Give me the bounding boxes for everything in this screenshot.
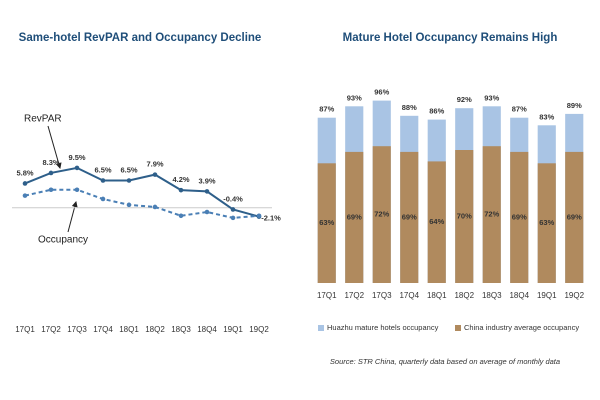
bar (455, 150, 474, 283)
data-label: 69% (347, 212, 362, 221)
bar (345, 151, 364, 283)
x-tick-label: 17Q2 (41, 325, 61, 334)
data-label: 89% (567, 101, 582, 110)
data-label: 8.3% (42, 158, 59, 167)
x-tick-label: 17Q4 (399, 291, 419, 300)
point (256, 213, 262, 219)
data-label: 69% (567, 212, 582, 221)
data-label: 93% (347, 93, 362, 102)
data-label: 3.9% (198, 176, 215, 185)
data-label: 86% (429, 107, 444, 116)
point (178, 187, 184, 193)
legend-swatch (318, 325, 324, 331)
x-tick-label: 18Q2 (145, 325, 165, 334)
point (230, 215, 236, 221)
x-tick-label: 17Q1 (317, 291, 337, 300)
data-label: 63% (319, 218, 334, 227)
line-series (24, 166, 260, 218)
data-label: 6.5% (94, 165, 111, 174)
source-note: Source: STR China, quarterly data based … (330, 357, 560, 366)
bar (427, 161, 446, 283)
data-label: 9.5% (68, 153, 85, 162)
point (152, 204, 158, 210)
x-tick-label: 19Q1 (223, 325, 243, 334)
point (230, 207, 236, 212)
bar (482, 146, 501, 283)
point (74, 187, 80, 193)
point (22, 181, 28, 186)
bar (510, 151, 529, 283)
point (126, 202, 132, 208)
data-label: 87% (512, 105, 527, 114)
data-label: 92% (457, 95, 472, 104)
point (178, 213, 184, 219)
x-tick-label: 18Q4 (509, 291, 529, 300)
point (152, 172, 158, 177)
point (48, 187, 54, 193)
data-label: 72% (374, 210, 389, 219)
point (126, 178, 132, 183)
legend-label: China industry average occupancy (464, 323, 579, 332)
point (22, 193, 28, 198)
line-series (24, 188, 260, 219)
x-tick-label: 17Q4 (93, 325, 113, 334)
bar (317, 163, 336, 283)
data-label: 70% (457, 211, 472, 220)
x-tick-label: 18Q3 (171, 325, 191, 334)
x-tick-label: 18Q3 (482, 291, 502, 300)
data-label: 5.8% (16, 168, 33, 177)
data-label: 63% (539, 218, 554, 227)
point (74, 165, 80, 171)
x-tick-label: 17Q1 (15, 325, 35, 334)
x-tick-label: 19Q2 (249, 325, 269, 334)
data-label: 7.9% (146, 160, 163, 169)
annotation: Occupancy (38, 235, 88, 246)
point (204, 209, 210, 215)
x-tick-label: 19Q1 (537, 291, 557, 300)
legend-label: Huazhu mature hotels occupancy (327, 323, 439, 332)
bar (537, 163, 556, 283)
chart-title: Mature Hotel Occupancy Remains High (343, 32, 558, 44)
x-tick-label: 19Q2 (564, 291, 584, 300)
data-label: 6.5% (120, 165, 137, 174)
point (48, 170, 54, 176)
x-tick-label: 17Q3 (372, 291, 392, 300)
data-label: 93% (484, 93, 499, 102)
data-label: 87% (319, 105, 334, 114)
data-label: 83% (539, 112, 554, 121)
data-label: 64% (429, 217, 444, 226)
x-tick-label: 18Q2 (454, 291, 474, 300)
data-label: 4.2% (172, 175, 189, 184)
x-tick-label: 18Q1 (119, 325, 139, 334)
data-label: 69% (512, 212, 527, 221)
arrow (47, 125, 62, 169)
data-label: -2.1% (261, 214, 281, 223)
point (100, 178, 106, 183)
legend-swatch (455, 325, 461, 331)
chart-title: Same-hotel RevPAR and Occupancy Decline (19, 32, 262, 44)
bar (400, 151, 419, 283)
data-label: 69% (402, 212, 417, 221)
bar (565, 151, 584, 283)
point (204, 189, 210, 194)
data-label: 96% (374, 88, 389, 97)
data-label: -0.4% (223, 194, 243, 203)
data-label: 88% (402, 103, 417, 112)
data-label: 72% (484, 210, 499, 219)
arrow (67, 201, 78, 233)
annotation: RevPAR (24, 114, 62, 125)
x-tick-label: 18Q1 (427, 291, 447, 300)
x-tick-label: 17Q2 (344, 291, 364, 300)
point (100, 196, 106, 202)
bar (372, 146, 391, 283)
x-tick-label: 18Q4 (197, 325, 217, 334)
x-tick-label: 17Q3 (67, 325, 87, 334)
